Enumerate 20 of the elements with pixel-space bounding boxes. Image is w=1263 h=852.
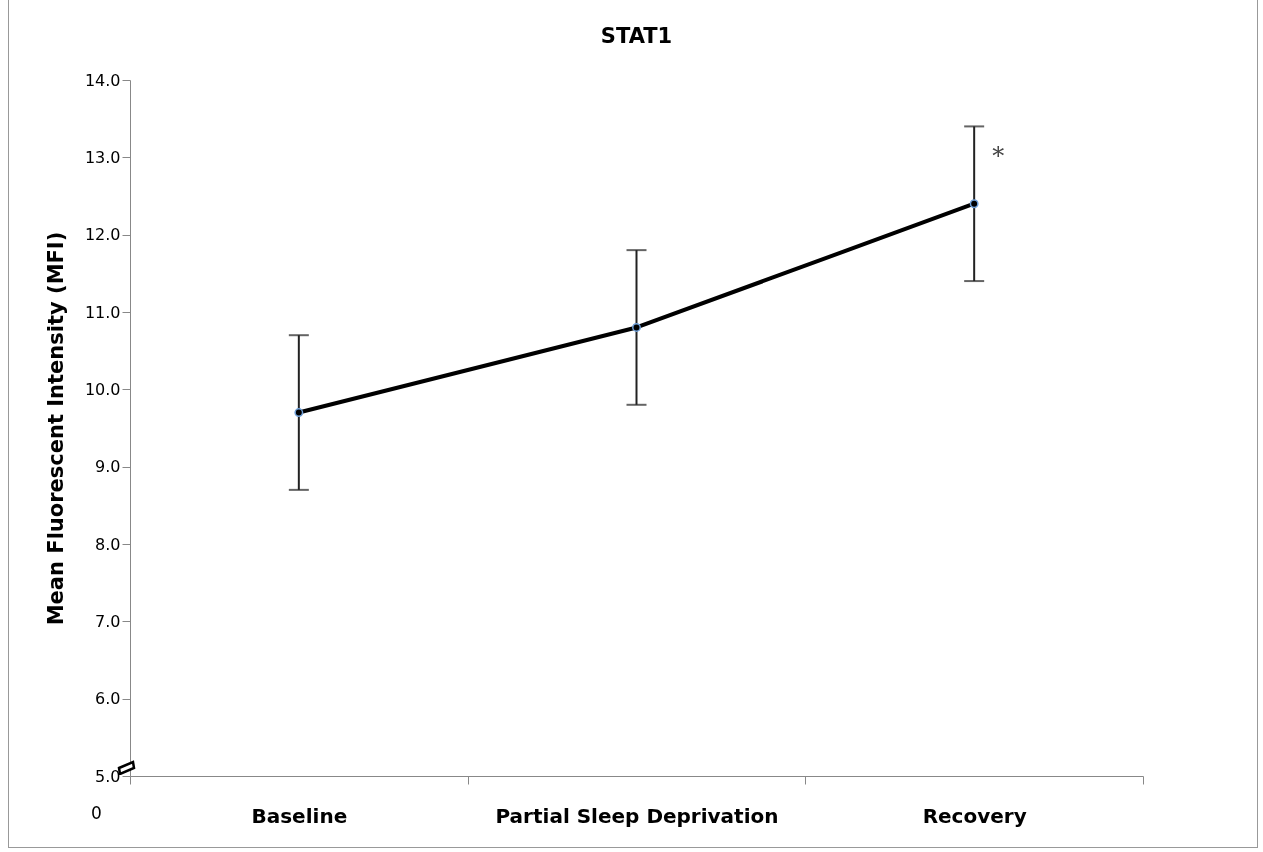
annotation: * (992, 142, 1005, 171)
y-tick-label: 7.0 (95, 611, 121, 631)
x-tick-label: Recovery (922, 803, 1027, 828)
x-tick-label: Partial Sleep Deprivation (495, 803, 779, 828)
y-tick-label: 12.0 (84, 225, 121, 245)
y-tick-label: 5.0 (95, 766, 121, 786)
y-tick-label: 10.0 (84, 379, 121, 399)
chart-title: STAT1 (600, 24, 673, 48)
x-tick-label: Baseline (251, 803, 348, 828)
y-axis-title: Mean Fluorescent Intensity (MFI) (43, 231, 68, 626)
y-tick-label: 13.0 (84, 147, 121, 167)
text: 0 (91, 803, 102, 823)
y-tick-label: 9.0 (95, 457, 121, 477)
y-tick-label: 6.0 (95, 689, 121, 709)
point (969, 199, 979, 209)
point (294, 408, 304, 417)
y-tick-label: 14.0 (84, 70, 121, 90)
y-tick-label: 8.0 (95, 534, 121, 554)
y-tick-label: 11.0 (84, 302, 121, 322)
point (632, 323, 641, 332)
